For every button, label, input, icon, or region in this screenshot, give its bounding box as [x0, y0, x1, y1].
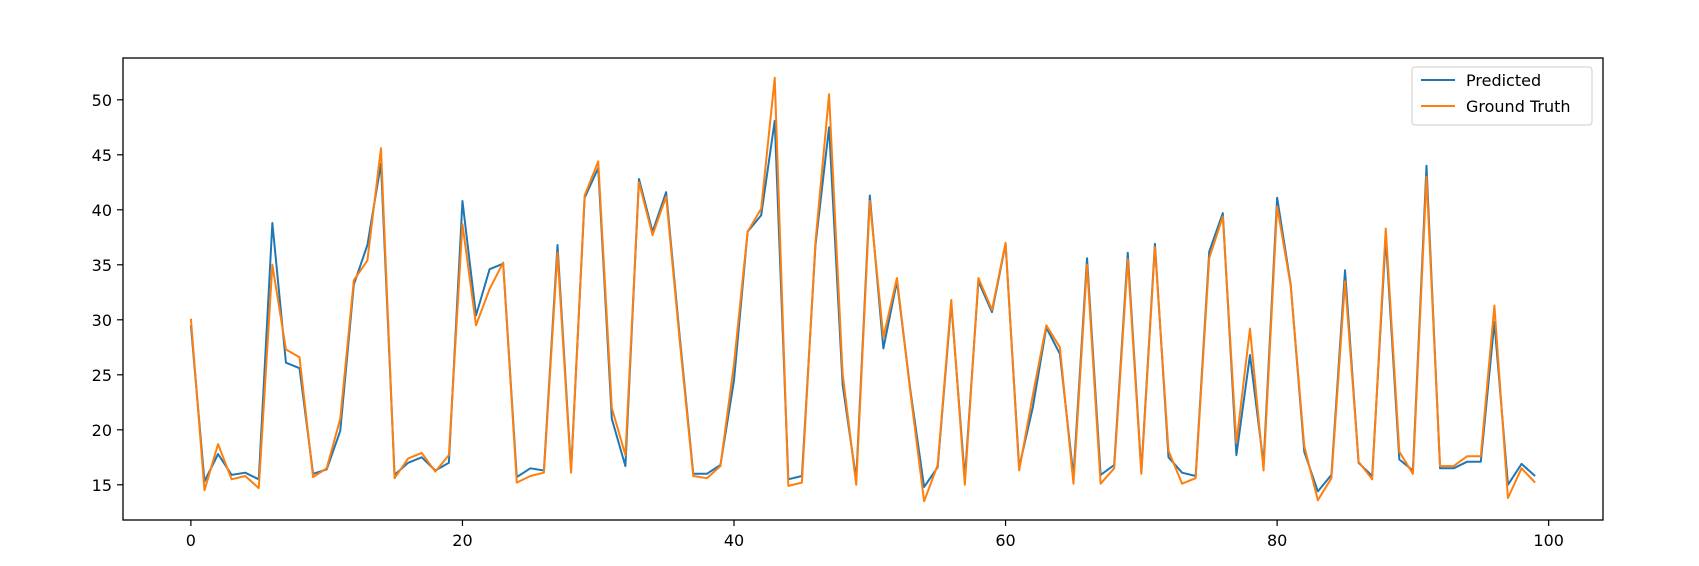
legend-box: [1411, 66, 1593, 126]
x-tick-label: 60: [995, 531, 1015, 550]
x-tick-label: 20: [452, 531, 472, 550]
y-axis: 15 20 25 30 35 40 45 50: [92, 91, 123, 495]
series-layer: [189, 76, 1536, 503]
y-tick-label: 30: [92, 311, 112, 330]
y-tick-label: 50: [92, 91, 112, 110]
y-tick-label: 35: [92, 256, 112, 275]
legend-label-ground-truth: Ground Truth: [1466, 97, 1571, 116]
plot-frame: [122, 57, 1604, 521]
y-tick-label: 15: [92, 476, 112, 495]
y-tick-label: 40: [92, 201, 112, 220]
x-tick-label: 80: [1267, 531, 1287, 550]
y-tick-label: 20: [92, 421, 112, 440]
series-line-ground-truth: [189, 76, 1536, 503]
x-axis: 0 20 40 60 80 100: [186, 520, 1564, 550]
x-tick-label: 100: [1533, 531, 1564, 550]
y-tick-label: 45: [92, 146, 112, 165]
legend: Predicted Ground Truth: [1411, 66, 1593, 126]
plot-area: [123, 58, 1603, 520]
x-tick-label: 0: [186, 531, 196, 550]
x-tick-label: 40: [724, 531, 744, 550]
legend-label-predicted: Predicted: [1466, 71, 1541, 90]
y-tick-label: 25: [92, 366, 112, 385]
